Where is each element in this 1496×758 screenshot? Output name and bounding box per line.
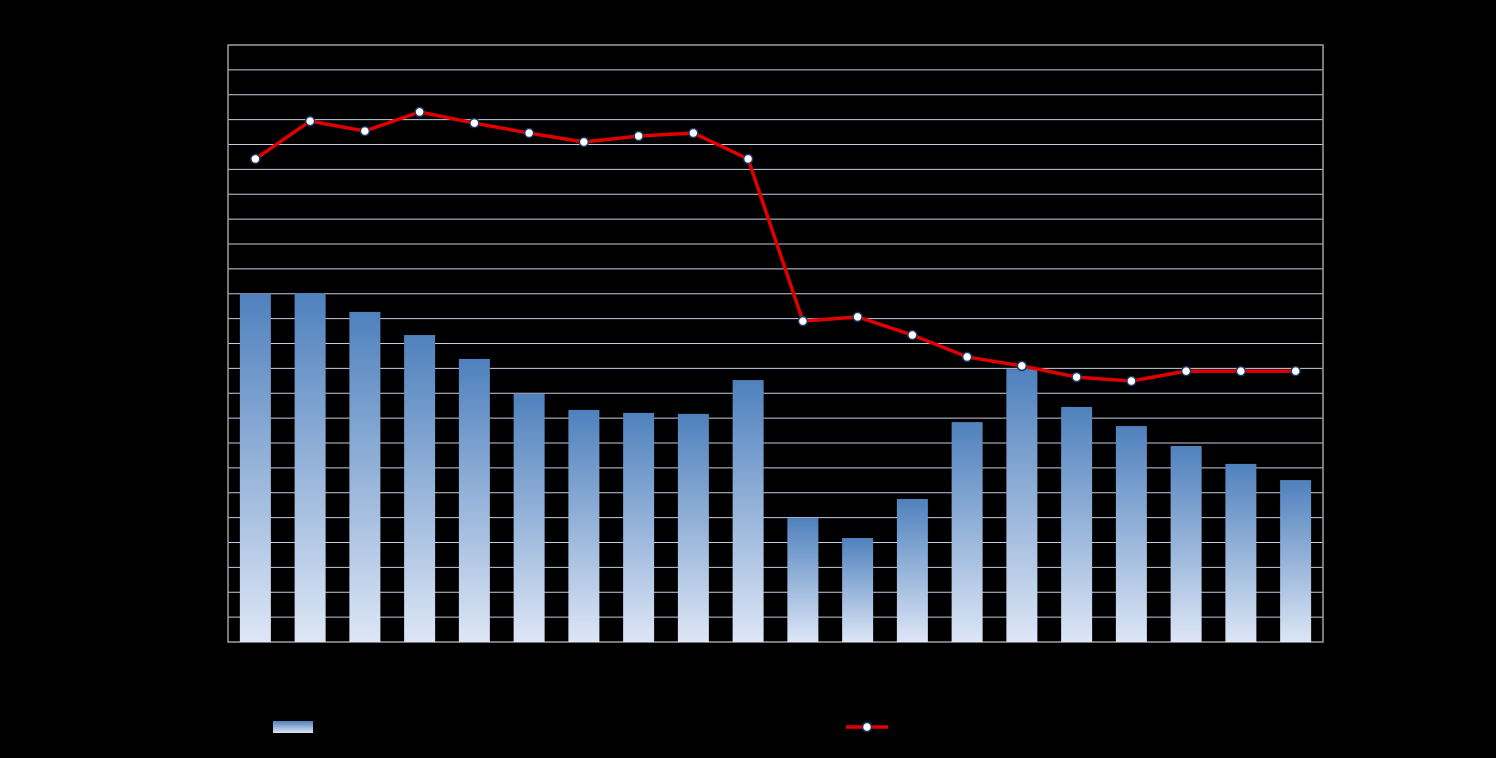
line-marker [852, 311, 863, 323]
line-marker [1290, 365, 1301, 377]
line-marker [961, 351, 973, 363]
bar [787, 518, 819, 642]
bar [1280, 480, 1312, 642]
line-marker [1016, 360, 1028, 372]
line-marker [797, 315, 809, 327]
bar [896, 498, 928, 642]
bar [951, 422, 983, 642]
bar [732, 380, 764, 642]
bar [1061, 406, 1093, 642]
bar [1225, 463, 1257, 642]
legend-swatch [273, 721, 313, 733]
bar [1115, 426, 1147, 642]
bar [568, 409, 600, 642]
bar [239, 293, 271, 642]
bar [842, 538, 874, 642]
bar [1006, 369, 1038, 642]
plot-border [227, 44, 1324, 643]
bar [458, 358, 490, 642]
line-marker [250, 153, 261, 165]
line-marker [304, 115, 316, 127]
line-marker [1235, 365, 1247, 377]
line-marker [633, 130, 644, 142]
legend-marker [861, 721, 873, 733]
bar [349, 311, 381, 642]
bar [294, 293, 326, 642]
bar [677, 413, 709, 642]
line-marker [469, 117, 480, 129]
line-marker [742, 153, 754, 165]
line-marker [1126, 375, 1137, 387]
bar [513, 393, 545, 642]
line-marker [523, 127, 535, 139]
line [254, 110, 1296, 383]
line-marker [907, 329, 918, 341]
line-marker [1071, 371, 1082, 383]
line-marker [688, 127, 699, 139]
line-marker [578, 136, 590, 148]
line-marker [359, 125, 371, 137]
bar [623, 412, 655, 642]
line-marker [414, 106, 425, 118]
bar [1170, 445, 1202, 642]
line-marker [1180, 365, 1192, 377]
bar [404, 335, 436, 642]
